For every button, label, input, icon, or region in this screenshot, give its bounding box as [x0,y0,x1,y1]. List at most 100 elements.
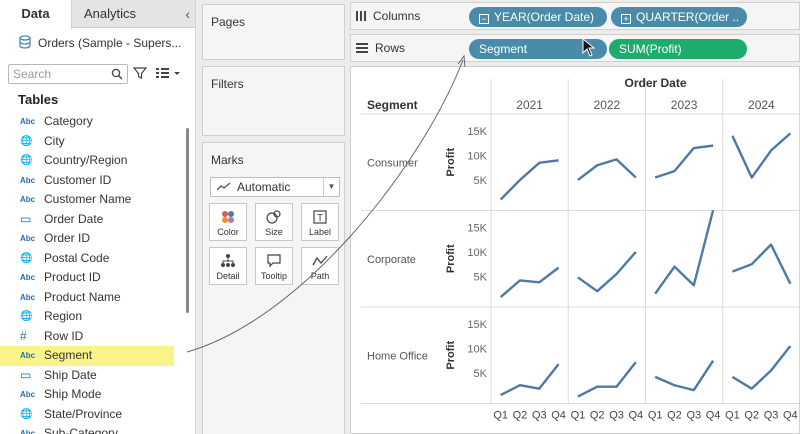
rows-shelf[interactable]: Rows Segment SUM(Profit) [350,34,800,62]
string-type-icon: Abc [20,429,36,434]
field-product-id[interactable]: Abc Product ID [0,268,195,288]
columns-shelf[interactable]: Columns − YEAR(Order Date) + QUARTER(Order… [350,2,800,30]
y-axis-title: Profit [445,244,457,273]
y-axis-title: Profit [445,341,457,370]
rows-label-text: Rows [375,41,406,55]
path-icon [312,255,328,266]
field-state-province[interactable]: 🌐 State/Province [0,405,195,425]
database-icon [19,35,31,49]
collapse-pane-icon[interactable]: ‹ [185,6,190,22]
field-postal-code[interactable]: 🌐 Postal Code [0,249,195,269]
detail-button[interactable]: Detail [209,247,247,285]
mouse-cursor-icon [582,38,596,57]
field-label: Customer Name [44,192,132,206]
series-line-home-office [654,360,715,392]
year-label: 2021 [516,98,543,112]
tables-heading: Tables [18,92,59,107]
data-pane: Data Analytics ‹ Orders (Sample - Supers… [0,0,196,434]
tooltip-icon [267,254,281,268]
field-label: Customer ID [44,172,112,187]
string-type-icon: Abc [20,195,36,204]
field-order-date[interactable]: ▭ Order Date [0,210,195,230]
viz-canvas: Order Date Segment 2021 2022 2023 2024 Consume… [350,66,800,434]
data-source-item[interactable]: Orders (Sample - Supers... [0,30,195,56]
tab-data[interactable]: Data [0,0,72,29]
collapse-icon: − [479,14,489,24]
marks-card: Marks Automatic ▼ Color Size T Label [202,142,345,434]
series-line-corporate [731,243,792,285]
field-label: Country/Region [44,153,128,167]
field-country-region[interactable]: 🌐 Country/Region [0,151,195,171]
field-ship-mode[interactable]: Abc Ship Mode [0,385,195,405]
field-region[interactable]: 🌐 Region [0,307,195,327]
segment-label: Consumer [367,157,418,169]
field-label: Sub-Category [44,426,119,434]
field-ship-date[interactable]: ▭ Ship Date [0,366,195,386]
quarter-label: Q1 [571,410,586,422]
field-order-id[interactable]: Abc Order ID [0,229,195,249]
year-label: 2023 [671,98,698,112]
path-button[interactable]: Path [301,247,339,285]
size-button[interactable]: Size [255,203,293,241]
field-city[interactable]: 🌐 City [0,132,195,152]
field-product-name[interactable]: Abc Product Name [0,288,195,308]
search-icon[interactable] [111,68,123,80]
series-line-corporate [577,251,637,293]
quarter-label: Q4 [783,410,798,422]
field-label: Order Date [44,211,104,226]
tab-analytics[interactable]: Analytics [83,6,137,21]
y-tick-label: 10K [467,247,487,259]
field-sub-category[interactable]: Abc Sub-Category [0,424,195,434]
chevron-down-icon: ▼ [323,178,339,196]
profit-pill-label: SUM(Profit) [619,42,682,56]
pane-tabs: Data Analytics ‹ [0,0,195,29]
sum-profit-pill[interactable]: SUM(Profit) [609,39,747,59]
quarter-label: Q1 [725,410,740,422]
field-customer-id[interactable]: Abc Customer ID [0,171,195,191]
line-chart: Order Date Segment 2021 2022 2023 2024 Consume… [361,76,800,422]
quarter-label: Q2 [744,410,759,422]
field-row-id[interactable]: # Row ID [0,327,195,347]
y-tick-label: 5K [474,368,488,380]
filters-card[interactable]: Filters [202,66,345,136]
string-type-icon: Abc [20,292,36,302]
quarter-label: Q3 [609,410,624,422]
globe-icon: 🌐 [20,252,33,264]
mark-type-dropdown[interactable]: Automatic ▼ [210,177,340,197]
field-label: Category [44,114,93,128]
field-label: Region [44,309,83,323]
field-list: Abc Category 🌐 City 🌐 Country/Region Abc Custom… [0,112,195,434]
globe-icon: 🌐 [20,408,33,420]
mark-type-label: Automatic [237,180,291,194]
y-tick-label: 15K [467,126,487,138]
path-label: Path [310,271,330,281]
quarter-order-date-pill[interactable]: + QUARTER(Order .. [611,7,747,27]
columns-label-text: Columns [373,9,421,23]
view-options-icon[interactable] [155,66,181,80]
field-label: Product Name [44,289,121,304]
color-button[interactable]: Color [209,203,247,241]
filter-icon[interactable] [133,66,147,80]
segment-label: Home Office [367,350,428,362]
field-segment[interactable]: Abc Segment [0,346,174,366]
columns-icon [356,11,366,21]
field-label: Row ID [44,328,84,343]
field-category[interactable]: Abc Category [0,112,195,132]
year-order-date-pill[interactable]: − YEAR(Order Date) [469,7,607,27]
calendar-icon: ▭ [20,367,32,382]
field-label: Segment [44,348,93,362]
segment-pill[interactable]: Segment [469,39,607,59]
tooltip-button[interactable]: Tooltip [255,247,293,285]
data-source-name: Orders (Sample - Supers... [38,36,182,50]
search-box [8,64,128,84]
label-button[interactable]: T Label [301,203,339,241]
filters-title: Filters [211,77,244,91]
line-mark-icon [217,182,231,191]
y-tick-label: 15K [467,222,487,234]
scrollbar-thumb[interactable] [186,128,189,313]
pages-card[interactable]: Pages [202,4,345,60]
chart-title: Order Date [624,76,686,90]
search-input[interactable] [13,66,109,82]
year-label: 2024 [748,98,775,112]
field-customer-name[interactable]: Abc Customer Name [0,190,195,210]
